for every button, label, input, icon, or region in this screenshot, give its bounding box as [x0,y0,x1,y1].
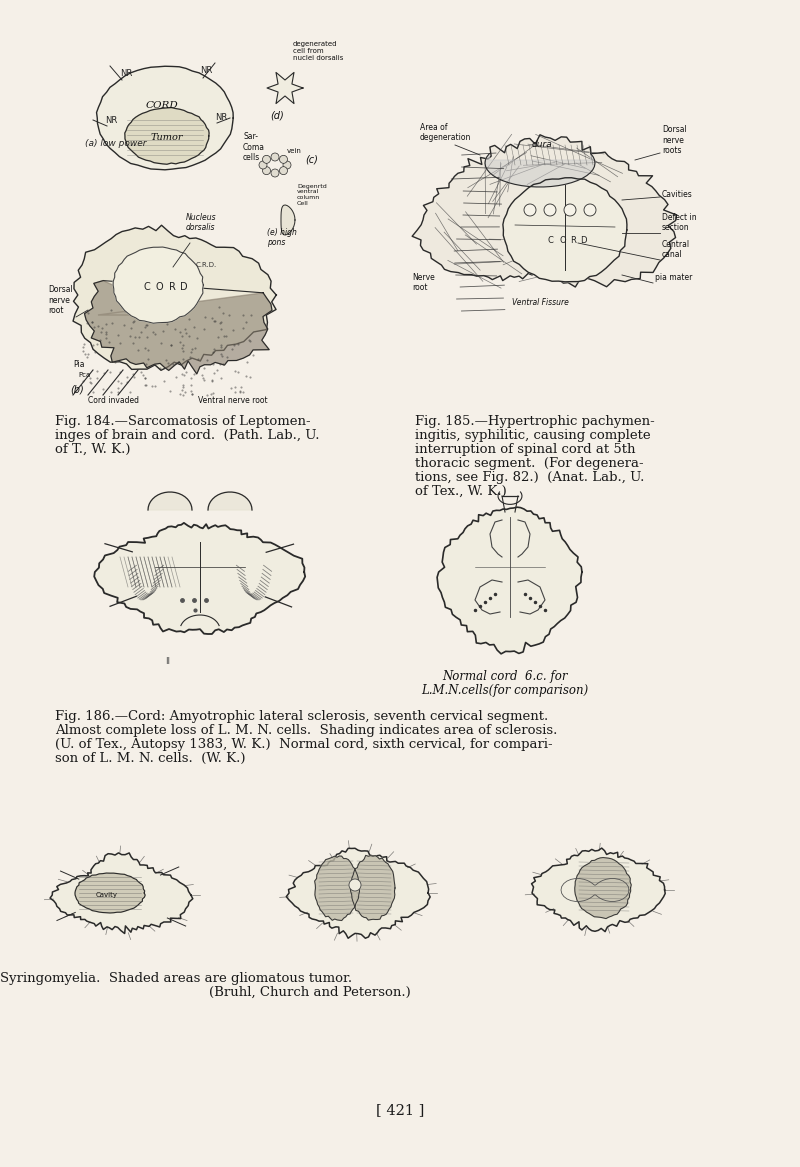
Text: Dorsal
nerve
roots: Dorsal nerve roots [662,125,686,155]
Text: of T., W. K.): of T., W. K.) [55,443,130,456]
Text: of Tex., W. K.): of Tex., W. K.) [415,485,506,498]
Polygon shape [148,492,192,510]
Circle shape [279,167,287,175]
Text: Defect in
section: Defect in section [662,212,697,232]
Polygon shape [125,107,209,165]
Text: Ventral Fissure: Ventral Fissure [511,298,569,307]
Polygon shape [531,848,666,931]
Text: Fig. 184.—Sarcomatosis of Leptomen-: Fig. 184.—Sarcomatosis of Leptomen- [55,415,310,428]
Circle shape [544,204,556,216]
Text: degenerated
cell from
nuclei dorsalis: degenerated cell from nuclei dorsalis [293,41,343,61]
Text: Degenrtd
ventral
column
Cell: Degenrtd ventral column Cell [297,183,326,207]
Text: (U. of Tex., Autopsy 1383, W. K.)  Normal cord, sixth cervical, for compari-: (U. of Tex., Autopsy 1383, W. K.) Normal… [55,738,553,752]
Polygon shape [286,848,430,938]
Text: Fig. 185.—Hypertrophic pachymen-: Fig. 185.—Hypertrophic pachymen- [415,415,654,428]
Text: son of L. M. N. cells.  (W. K.): son of L. M. N. cells. (W. K.) [55,752,246,766]
Text: D: D [580,236,586,245]
Text: inges of brain and cord.  (Path. Lab., U.: inges of brain and cord. (Path. Lab., U. [55,429,319,442]
Text: Pca: Pca [78,372,90,378]
Text: (e) high
pons: (e) high pons [267,228,297,247]
Polygon shape [94,523,305,634]
Circle shape [283,161,291,169]
Polygon shape [350,855,395,920]
Text: (b): (b) [70,385,84,394]
Text: NR: NR [200,67,212,75]
Text: C: C [143,282,150,292]
Circle shape [349,879,361,890]
Circle shape [564,204,576,216]
Polygon shape [97,67,234,170]
Circle shape [271,169,279,177]
Polygon shape [503,177,627,281]
Polygon shape [281,205,295,235]
Text: thoracic segment.  (For degenera-: thoracic segment. (For degenera- [415,457,644,470]
Text: Tumor: Tumor [150,133,183,142]
Text: Central
canal: Central canal [662,239,690,259]
Text: Almost complete loss of L. M. N. cells.  Shading indicates area of sclerosis.: Almost complete loss of L. M. N. cells. … [55,724,558,738]
Text: R: R [169,282,176,292]
Text: Ventral nerve root: Ventral nerve root [198,396,268,405]
Text: (c): (c) [305,154,318,165]
Text: ingitis, syphilitic, causing complete: ingitis, syphilitic, causing complete [415,429,650,442]
Text: R: R [570,236,576,245]
Text: Cavity: Cavity [96,892,118,897]
Text: O: O [560,236,566,245]
Polygon shape [485,154,595,187]
Text: tions, see Fig. 82.)  (Anat. Lab., U.: tions, see Fig. 82.) (Anat. Lab., U. [415,471,644,484]
Text: Cord invaded: Cord invaded [88,396,139,405]
Text: L.M.N.cells(for comparison): L.M.N.cells(for comparison) [422,684,589,697]
Text: Fig. 187.—Syringomyelia.  Shaded areas are gliomatous tumor.: Fig. 187.—Syringomyelia. Shaded areas ar… [0,972,353,985]
Text: [ 421 ]: [ 421 ] [376,1103,424,1117]
Text: dura: dura [532,140,552,149]
Polygon shape [73,225,276,370]
Text: CORD: CORD [146,102,178,111]
Polygon shape [412,134,677,287]
Text: C: C [548,236,554,245]
Text: (Bruhl, Church and Peterson.): (Bruhl, Church and Peterson.) [209,986,411,999]
Circle shape [262,155,270,163]
Text: Normal cord  6.c. for: Normal cord 6.c. for [442,670,568,683]
Polygon shape [267,72,303,104]
Text: (d): (d) [270,110,284,120]
Polygon shape [85,280,272,373]
Text: Fig. 186.—Cord: Amyotrophic lateral sclerosis, seventh cervical segment.: Fig. 186.—Cord: Amyotrophic lateral scle… [55,710,548,724]
Text: C.R.D.: C.R.D. [196,263,218,268]
Text: Area of
degeneration: Area of degeneration [420,123,471,142]
Text: O: O [156,282,164,292]
Polygon shape [574,858,631,918]
Circle shape [262,167,270,175]
Text: (a) low power: (a) low power [85,139,146,148]
Circle shape [259,161,267,169]
Text: Nucleus
dorsalis: Nucleus dorsalis [186,212,217,232]
Text: II: II [165,657,170,666]
Circle shape [584,204,596,216]
Circle shape [271,153,279,161]
Text: Cavities: Cavities [662,190,693,200]
Text: Sar-
Coma
cells: Sar- Coma cells [243,132,265,162]
Text: vein: vein [287,148,302,154]
Polygon shape [208,492,252,510]
Circle shape [279,155,287,163]
Polygon shape [314,855,359,921]
Text: NR: NR [215,113,227,123]
Text: Dorsal
nerve
root: Dorsal nerve root [48,285,73,315]
Polygon shape [437,508,582,654]
Text: D: D [180,282,188,292]
Polygon shape [75,873,145,913]
Text: interruption of spinal cord at 5th: interruption of spinal cord at 5th [415,443,635,456]
Text: NR: NR [105,116,118,125]
Text: NR: NR [120,69,132,78]
Text: Nerve
root: Nerve root [412,273,434,292]
Polygon shape [113,247,203,323]
Polygon shape [50,853,193,934]
Text: pia mater: pia mater [655,273,692,282]
Circle shape [524,204,536,216]
Text: Pia: Pia [73,359,85,369]
